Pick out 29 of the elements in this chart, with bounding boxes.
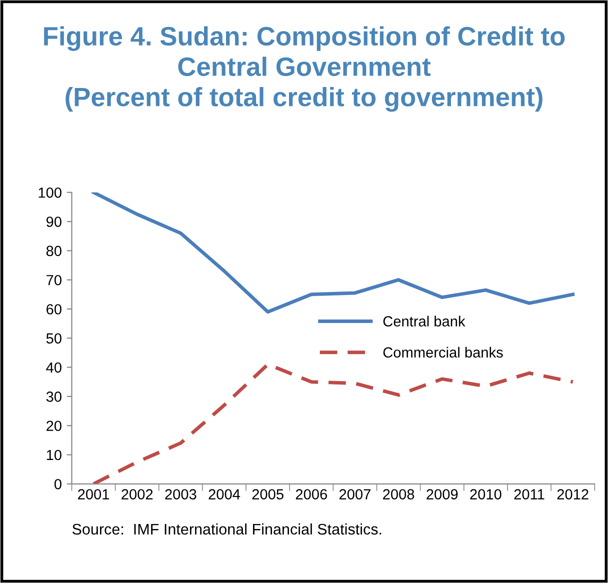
chart-title: Figure 4. Sudan: Composition of Credit to Central Government (Percent of total credit to government) [44, 26, 565, 112]
x-tick-label: 2009 [426, 489, 458, 500]
y-tick-label: 80 [46, 246, 62, 256]
y-tick-label: 60 [46, 304, 62, 314]
y-tick-label: 10 [46, 450, 62, 460]
line-series [92, 362, 575, 484]
x-tick-label: 2006 [296, 489, 327, 500]
x-tick-label: 2004 [208, 489, 240, 500]
legend-label: Commercial banks [383, 346, 503, 358]
legend-label: Central bank [383, 316, 466, 327]
x-tick-label: 2008 [383, 489, 414, 500]
y-tick-label: 0 [54, 478, 62, 490]
y-tick-label: 100 [38, 187, 62, 198]
line-series [92, 192, 575, 314]
x-tick-label: 2002 [122, 489, 153, 500]
y-tick-label: 70 [46, 274, 62, 286]
x-tick-label: 2007 [339, 489, 370, 500]
y-tick-label: 20 [46, 420, 62, 432]
y-tick-label: 90 [46, 216, 62, 227]
source-note: Source: IMF International Financial Statistics. [72, 523, 382, 535]
x-tick-label: 2001 [78, 489, 110, 500]
y-tick-label: 50 [46, 333, 62, 344]
x-tick-label: 2011 [514, 489, 544, 500]
x-tick-label: 2010 [470, 489, 502, 500]
x-tick-label: 2005 [252, 489, 284, 500]
y-tick-label: 30 [46, 392, 62, 402]
y-tick-label: 40 [46, 362, 62, 373]
x-tick-label: 2012 [557, 489, 588, 500]
x-tick-label: 2003 [165, 489, 196, 500]
